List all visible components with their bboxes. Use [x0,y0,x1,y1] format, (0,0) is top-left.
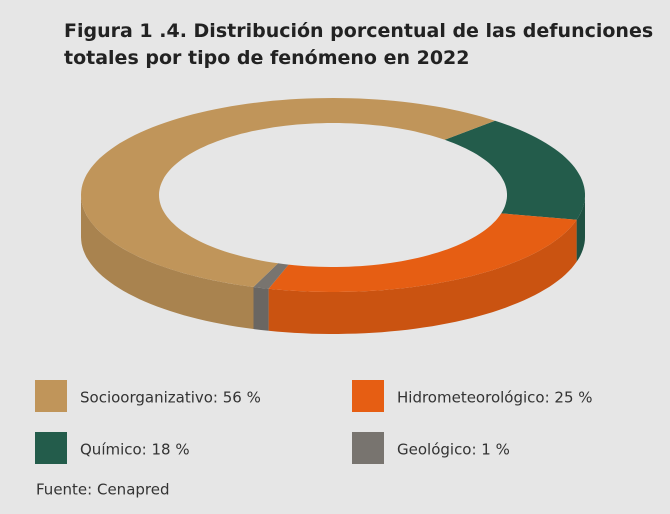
legend-label: Hidrometeorológico: 25 % [397,389,593,407]
source: Fuente: Cenapred [36,481,170,499]
slice [81,98,495,287]
slice-side [253,287,269,331]
slice [268,213,577,292]
legend-label: Químico: 18 % [80,441,190,459]
legend-swatch [35,380,67,412]
legend-label: Socioorganizativo: 56 % [80,389,261,407]
legend-swatch [35,432,67,464]
slice-side [576,195,585,262]
legend-swatch [352,380,384,412]
slice [253,263,289,289]
slice [444,120,585,220]
legend-label: Geológico: 1 % [397,441,510,459]
legend-swatch [352,432,384,464]
slice-side [81,195,254,329]
chart-title: Figura 1 .4. Distribución porcentual de … [64,20,654,69]
slice-side [268,219,577,334]
